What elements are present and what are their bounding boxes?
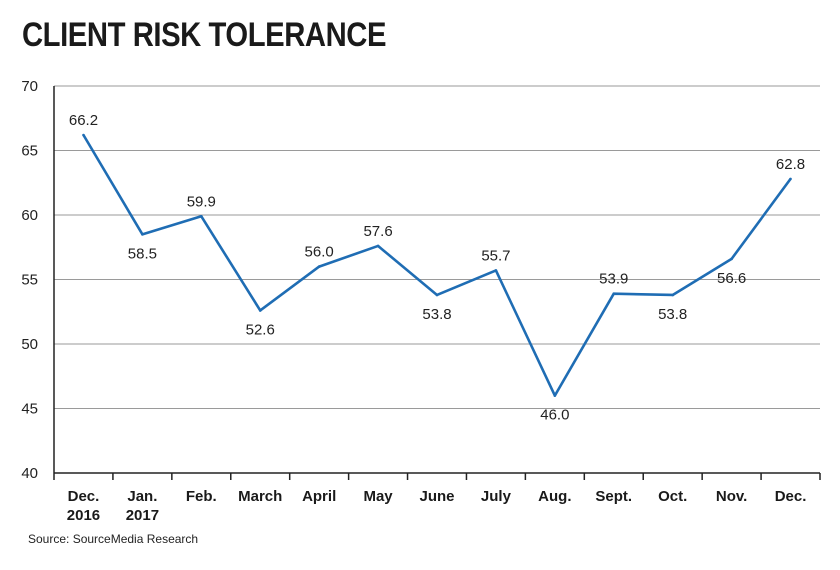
x-tick-label: Feb. — [186, 488, 217, 505]
data-point — [200, 214, 203, 218]
data-label: 57.6 — [363, 223, 392, 240]
x-axis-ticks: Dec. 2016 Jan. 2017 Feb. March April May June Jul… — [67, 488, 807, 524]
x-tick-label: Dec. 2016 — [67, 488, 100, 524]
data-point — [553, 394, 557, 397]
source-note: Source: SourceMedia Research — [28, 532, 199, 546]
x-tick-label: May — [363, 488, 393, 505]
y-tick-label: 45 — [21, 401, 38, 418]
data-labels: 66.2 58.5 59.9 52.6 56.0 57.6 53.8 55.7 46.0 53.9… — [69, 112, 805, 424]
x-tick-label: Nov. — [716, 488, 747, 505]
x-tick-label: Dec. — [775, 488, 807, 505]
x-tick-label: Aug. — [538, 488, 571, 505]
data-point — [258, 309, 262, 312]
y-tick-label: 70 — [21, 78, 38, 95]
data-label: 52.6 — [246, 321, 275, 338]
data-series — [82, 133, 792, 397]
y-tick-label: 55 — [21, 272, 38, 289]
data-point — [317, 265, 321, 268]
x-tick-label: July — [481, 488, 512, 505]
data-point — [671, 293, 674, 297]
data-point — [82, 133, 85, 137]
x-tick-label: Oct. — [658, 488, 687, 505]
series-line — [82, 134, 792, 397]
data-label: 66.2 — [69, 112, 98, 129]
data-label: 53.9 — [599, 271, 628, 288]
chart-title: CLIENT RISK TOLERANCE — [22, 16, 387, 54]
x-tick-label: Sept. — [595, 488, 632, 505]
y-tick-label: 50 — [21, 336, 38, 353]
data-label: 58.5 — [128, 245, 157, 262]
data-label: 55.7 — [481, 247, 510, 264]
x-tick-label: April — [302, 488, 336, 505]
data-point — [730, 257, 733, 261]
data-label: 62.8 — [776, 156, 805, 173]
x-tick-label: June — [419, 488, 454, 505]
data-point — [612, 292, 616, 295]
data-point — [376, 244, 380, 248]
data-label: 46.0 — [540, 407, 569, 424]
grid-lines — [54, 85, 820, 409]
data-label: 59.9 — [187, 193, 216, 210]
data-point — [494, 269, 498, 272]
y-tick-label: 40 — [21, 465, 38, 482]
y-tick-label: 60 — [21, 207, 38, 224]
data-point — [435, 293, 439, 297]
y-tick-label: 65 — [21, 143, 38, 160]
data-label: 56.0 — [305, 244, 334, 261]
x-tick-label: Jan. 2017 — [126, 488, 159, 524]
data-point — [141, 233, 144, 236]
x-tick-label: March — [238, 488, 282, 505]
y-axis-ticks: 40 45 50 55 60 65 70 — [21, 78, 38, 482]
data-point — [789, 177, 792, 181]
data-label: 53.8 — [658, 306, 687, 323]
data-label: 53.8 — [422, 306, 451, 323]
data-label: 56.6 — [717, 270, 746, 287]
axes — [53, 86, 821, 480]
